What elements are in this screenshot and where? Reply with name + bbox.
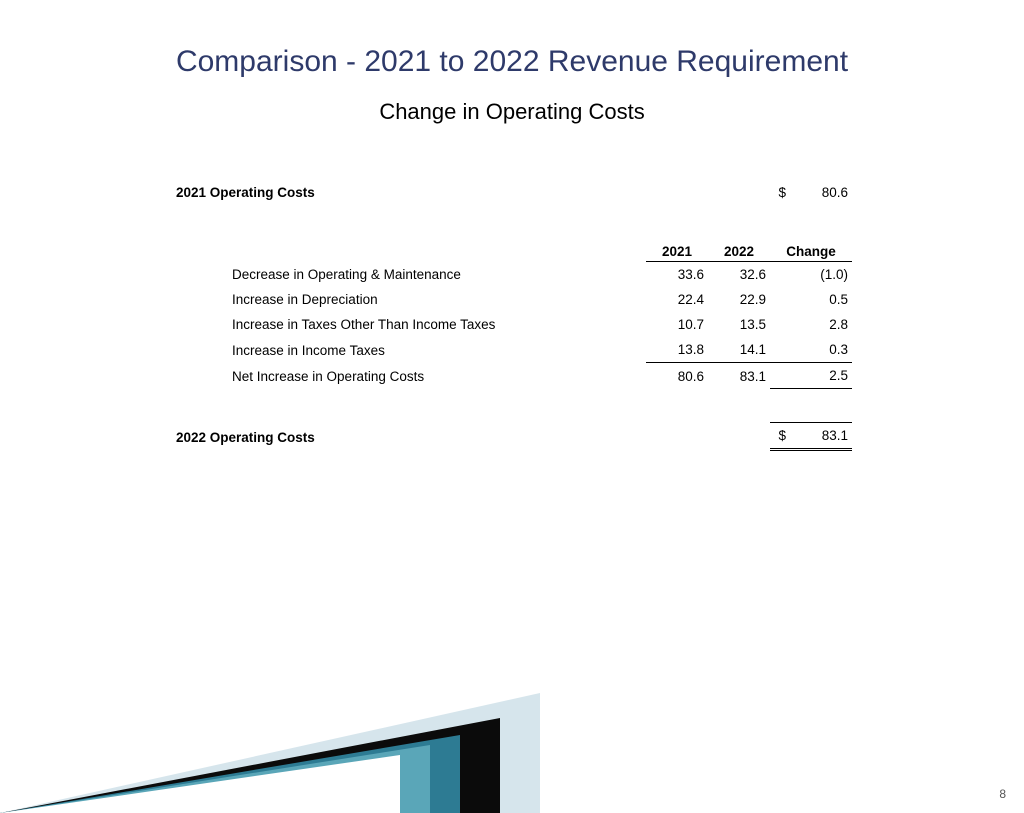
closing-currency: $ (770, 423, 790, 450)
table-row: Increase in Income Taxes 13.8 14.1 0.3 (172, 337, 852, 363)
col-2021: 2021 (646, 239, 708, 262)
closing-value: 83.1 (790, 423, 852, 450)
opening-value: 80.6 (790, 180, 852, 205)
corner-decoration (0, 755, 400, 813)
costs-table: 2021 Operating Costs $ 80.6 2021 2022 Ch… (172, 180, 852, 451)
col-2022: 2022 (708, 239, 770, 262)
slide-subtitle: Change in Operating Costs (0, 99, 1024, 125)
col-change: Change (770, 239, 852, 262)
opening-label: 2021 Operating Costs (172, 180, 646, 205)
net-row: Net Increase in Operating Costs 80.6 83.… (172, 363, 852, 389)
table-row: Increase in Depreciation 22.4 22.9 0.5 (172, 287, 852, 312)
opening-currency: $ (770, 180, 790, 205)
slide-title: Comparison - 2021 to 2022 Revenue Requir… (0, 45, 1024, 79)
table-row: Decrease in Operating & Maintenance 33.6… (172, 262, 852, 288)
closing-label: 2022 Operating Costs (172, 423, 646, 450)
page-number: 8 (999, 787, 1006, 801)
table-row: Increase in Taxes Other Than Income Taxe… (172, 312, 852, 337)
